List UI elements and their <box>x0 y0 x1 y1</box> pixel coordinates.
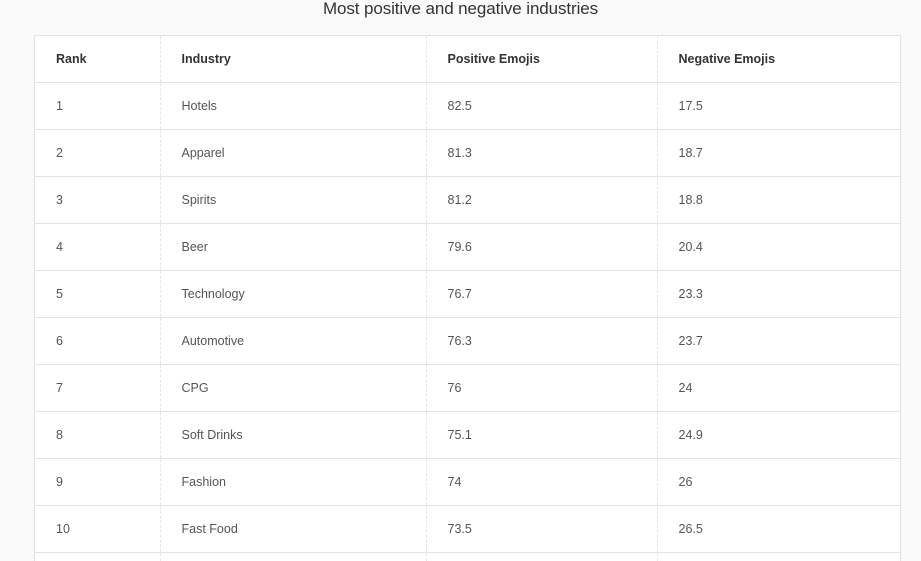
cell-rank: 1 <box>35 82 161 130</box>
table-header: Rank Industry Positive Emojis Negative E… <box>35 36 900 83</box>
cell-negative-emojis: 18.8 <box>657 176 900 224</box>
cell-industry: Technology <box>160 270 427 318</box>
table-row: 10 Fast Food 73.5 26.5 <box>35 505 900 553</box>
table-row: 4 Beer 79.6 20.4 <box>35 223 900 271</box>
cell-negative-emojis: 24 <box>657 364 900 412</box>
cell-industry: Spirits <box>160 176 427 224</box>
table-row: 9 Fashion 74 26 <box>35 458 900 506</box>
cell-industry: Fast Food <box>160 505 427 553</box>
cell-rank: 6 <box>35 317 161 365</box>
cell-rank: 4 <box>35 223 161 271</box>
cell-positive-emojis: 79.6 <box>426 223 658 271</box>
column-header-positive-emojis[interactable]: Positive Emojis <box>426 36 658 83</box>
column-header-rank[interactable]: Rank <box>35 36 161 83</box>
table-row: 8 Soft Drinks 75.1 24.9 <box>35 411 900 459</box>
cell-positive-emojis: 82.5 <box>426 82 658 130</box>
cell-industry: Soft Drinks <box>160 411 427 459</box>
cell-industry: Hotels <box>160 82 427 130</box>
table-row: 3 Spirits 81.2 18.8 <box>35 176 900 224</box>
cell-negative-emojis: 18.7 <box>657 129 900 177</box>
cell-rank: 9 <box>35 458 161 506</box>
table-row: 2 Apparel 81.3 18.7 <box>35 129 900 177</box>
cell-rank: 10 <box>35 505 161 553</box>
cell-negative-emojis: 23.7 <box>657 317 900 365</box>
cell-positive-emojis: 76.3 <box>426 317 658 365</box>
cell-positive-emojis: 76 <box>426 364 658 412</box>
cell-negative-emojis: 17.5 <box>657 82 900 130</box>
cell-industry: Apparel <box>160 129 427 177</box>
cell-negative-emojis: 26 <box>657 458 900 506</box>
table-row: 6 Automotive 76.3 23.7 <box>35 317 900 365</box>
cell-positive-emojis: 76.7 <box>426 270 658 318</box>
cell-positive-emojis <box>426 552 658 561</box>
cell-positive-emojis: 73.5 <box>426 505 658 553</box>
cell-negative-emojis: 20.4 <box>657 223 900 271</box>
cell-rank <box>35 552 161 561</box>
table-body: 1 Hotels 82.5 17.5 2 Apparel 81.3 18.7 3… <box>35 82 900 561</box>
cell-negative-emojis <box>657 553 900 561</box>
column-header-negative-emojis[interactable]: Negative Emojis <box>657 36 900 83</box>
cell-negative-emojis: 26.5 <box>657 505 900 553</box>
cell-negative-emojis: 23.3 <box>657 270 900 318</box>
industries-table: Rank Industry Positive Emojis Negative E… <box>35 36 900 561</box>
table-row-partial <box>35 552 900 561</box>
cell-industry <box>160 552 427 561</box>
cell-rank: 2 <box>35 129 161 177</box>
table-header-row: Rank Industry Positive Emojis Negative E… <box>35 36 900 83</box>
column-header-industry[interactable]: Industry <box>160 36 427 83</box>
table-row: 1 Hotels 82.5 17.5 <box>35 82 900 130</box>
page-title: Most positive and negative industries <box>322 0 599 18</box>
cell-industry: CPG <box>160 364 427 412</box>
cell-industry: Beer <box>160 223 427 271</box>
cell-positive-emojis: 81.2 <box>426 176 658 224</box>
table-row: 5 Technology 76.7 23.3 <box>35 270 900 318</box>
cell-positive-emojis: 81.3 <box>426 129 658 177</box>
cell-negative-emojis: 24.9 <box>657 411 900 459</box>
table-row: 7 CPG 76 24 <box>35 364 900 412</box>
industries-table-card: Rank Industry Positive Emojis Negative E… <box>34 35 901 561</box>
cell-rank: 7 <box>35 364 161 412</box>
cell-industry: Automotive <box>160 317 427 365</box>
cell-rank: 5 <box>35 270 161 318</box>
cell-positive-emojis: 75.1 <box>426 411 658 459</box>
cell-rank: 3 <box>35 176 161 224</box>
cell-industry: Fashion <box>160 458 427 506</box>
cell-rank: 8 <box>35 411 161 459</box>
cell-positive-emojis: 74 <box>426 458 658 506</box>
